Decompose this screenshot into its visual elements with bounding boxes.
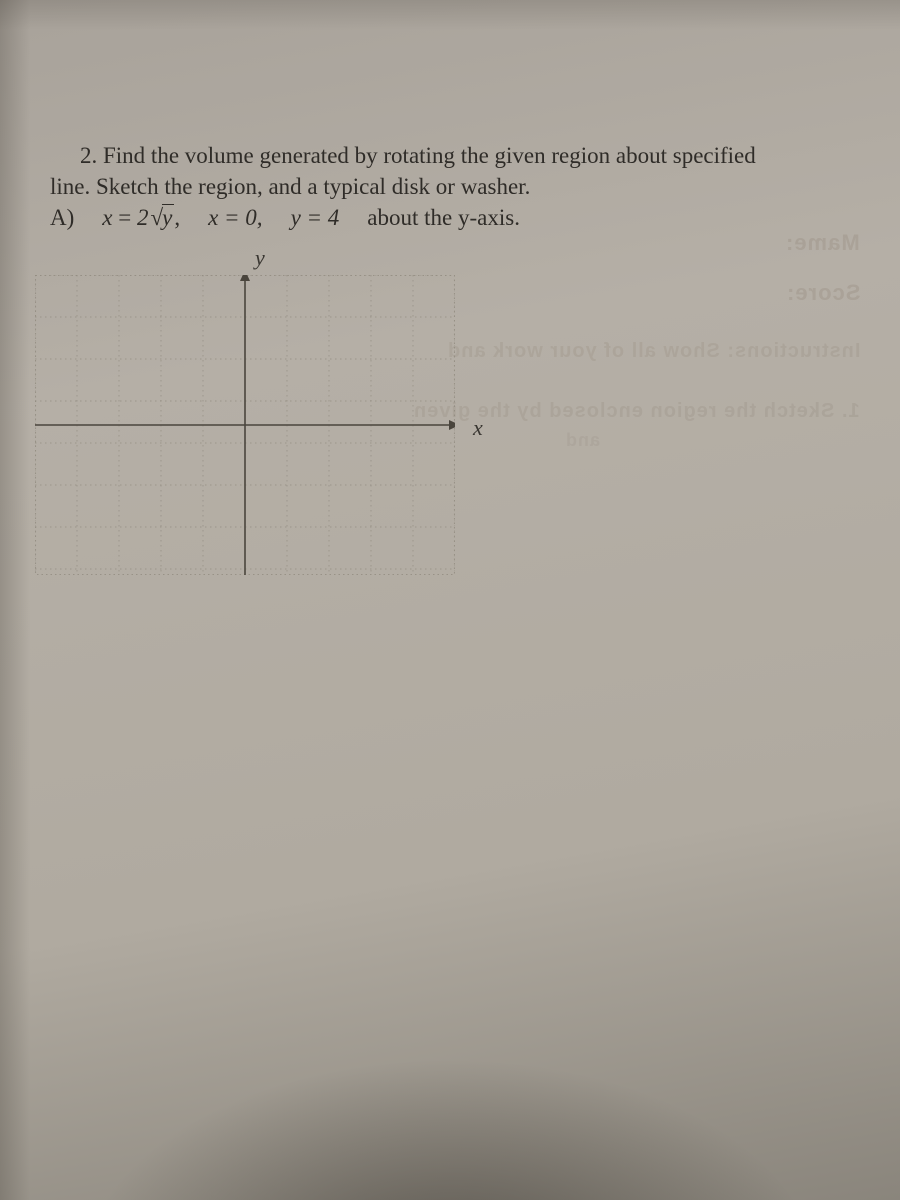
eq1-equals: = <box>118 205 137 230</box>
x-axis-label: x <box>473 415 483 441</box>
equation-3: y = 4 <box>291 202 340 233</box>
about-text: about the y-axis. <box>367 202 520 233</box>
bleed-text-3: Instructions: Show all of your work and <box>447 340 860 363</box>
equation-2: x = 0, <box>208 202 262 233</box>
problem-number: 2. <box>80 143 97 168</box>
y-axis-label: y <box>255 245 265 271</box>
bleed-text-1: Mame: <box>785 230 860 256</box>
grid-svg <box>35 275 455 575</box>
eq1-coeff: 2 <box>137 205 149 230</box>
bleed-text-2: Score: <box>786 280 860 306</box>
page-edge-shadow-top <box>0 0 900 30</box>
part-label: A) <box>50 202 74 233</box>
equation-1: x = 2y, <box>102 202 180 233</box>
problem-line-1: 2. Find the volume generated by rotating… <box>50 140 850 171</box>
worksheet-page: 2. Find the volume generated by rotating… <box>0 0 900 1200</box>
coordinate-grid: y x <box>35 275 455 575</box>
problem-line1-text: Find the volume generated by rotating th… <box>103 143 756 168</box>
problem-line-3: A) x = 2y, x = 0, y = 4 about the y-axis… <box>50 202 850 233</box>
page-edge-shadow-left <box>0 0 30 1200</box>
eq1-lhs: x <box>102 205 112 230</box>
eq1-radicand: y <box>162 204 174 230</box>
bleed-text-5: and <box>565 430 600 451</box>
problem-line-2: line. Sketch the region, and a typical d… <box>50 171 850 202</box>
problem-text: 2. Find the volume generated by rotating… <box>50 140 850 233</box>
photo-vignette <box>0 860 900 1200</box>
eq1-comma: , <box>174 205 180 230</box>
sqrt-icon: y <box>148 202 174 233</box>
